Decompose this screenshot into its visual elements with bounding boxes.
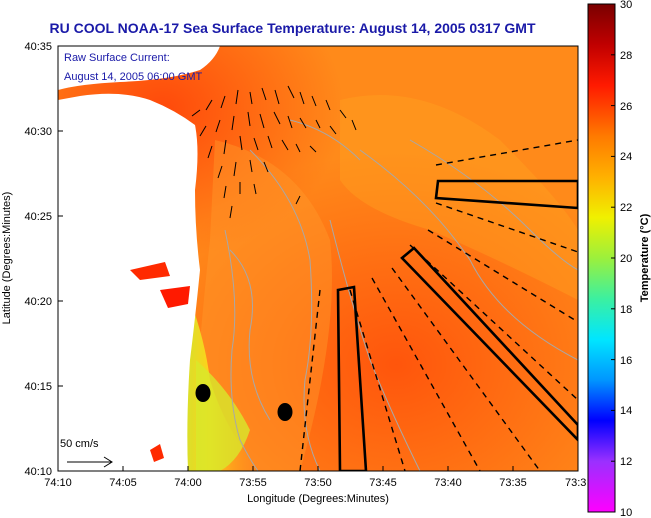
colorbar-tick: 18: [620, 304, 632, 316]
x-tick-label: 73:50: [304, 477, 332, 489]
long-island-land: [58, 46, 220, 90]
y-tick-label: 40:35: [24, 41, 52, 53]
colorbar-tick: 22: [620, 202, 632, 214]
x-tick-labels: 74:10 74:05 74:00 73:55 73:50 73:45 73:4…: [44, 477, 586, 489]
colorbar-tick: 12: [620, 456, 632, 468]
raritan-bay-shoal: [130, 262, 170, 280]
colorbar-title: Temperature (°C): [639, 213, 651, 302]
x-tick-marks: [57, 466, 579, 471]
colorbar-tick: 28: [620, 50, 632, 62]
x-tick-label: 74:00: [174, 477, 202, 489]
glider-survey-boxes: [336, 179, 578, 471]
y-tick-label: 40:20: [24, 296, 52, 308]
plot-area: Raw Surface Current: August 14, 2005 06:…: [58, 46, 578, 471]
colorbar-tick: 10: [620, 507, 632, 518]
surface-current-vectors: [67, 85, 357, 468]
scale-label: 50 cm/s: [60, 438, 99, 450]
current-legend-line2: August 14, 2005 06:00 GMT: [64, 71, 202, 83]
station-marker-north: [195, 384, 211, 402]
y-tick-label: 40:30: [24, 126, 52, 138]
colorbar-tick: 14: [620, 405, 632, 417]
survey-box-southeast: [400, 246, 578, 442]
x-tick-label: 73:35: [499, 477, 527, 489]
colorbar-tick: 20: [620, 253, 632, 265]
x-tick-label: 73:3: [565, 477, 586, 489]
colorbar-ramp: [587, 3, 616, 513]
colorbar-tick: 24: [620, 151, 632, 163]
colorbar-tick: 30: [620, 0, 632, 11]
survey-box-south: [336, 285, 368, 471]
survey-box-east: [434, 179, 578, 210]
x-tick-label: 74:10: [44, 477, 72, 489]
y-axis-title: Latitude (Degrees:Minutes): [1, 192, 13, 325]
colorbar-tick: 16: [620, 355, 632, 367]
bathymetry-contours: [224, 119, 578, 471]
map-title: RU COOL NOAA-17 Sea Surface Temperature:…: [49, 20, 536, 36]
station-marker-south: [277, 403, 293, 421]
y-tick-label: 40:10: [24, 466, 52, 478]
x-tick-label: 73:45: [369, 477, 397, 489]
x-axis-title: Longitude (Degrees:Minutes): [247, 493, 389, 505]
radial-transect-lines: [299, 139, 578, 471]
x-tick-label: 73:55: [239, 477, 267, 489]
y-tick-label: 40:15: [24, 381, 52, 393]
scale-arrow: [67, 456, 113, 468]
current-legend-line1: Raw Surface Current:: [64, 52, 170, 64]
x-tick-label: 73:40: [434, 477, 462, 489]
temperature-colorbar: 30 28 26 24 22 20 18 16 14 12 10 Tempera…: [587, 0, 651, 518]
y-tick-labels: 40:35 40:30 40:25 40:20 40:15 40:10: [24, 41, 52, 478]
y-tick-label: 40:25: [24, 211, 52, 223]
y-tick-marks: [58, 45, 63, 472]
new-jersey-coast: [58, 93, 200, 471]
colorbar-tick: 26: [620, 101, 632, 113]
x-tick-label: 74:05: [109, 477, 137, 489]
